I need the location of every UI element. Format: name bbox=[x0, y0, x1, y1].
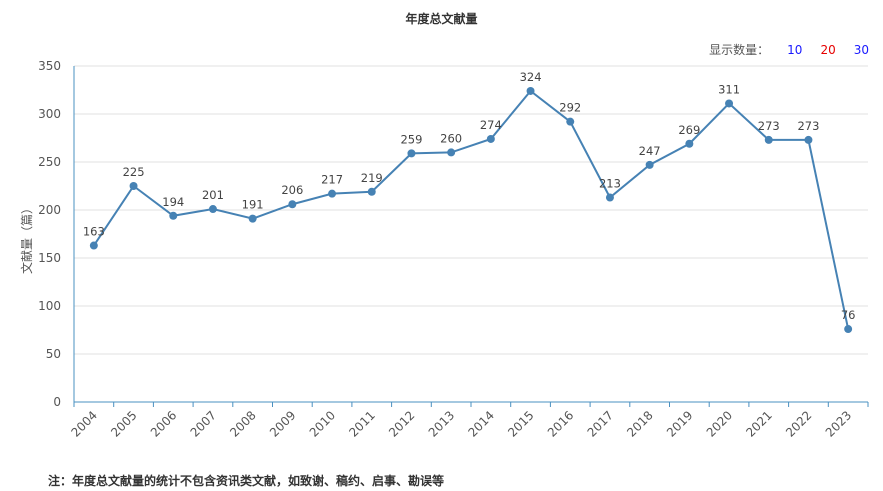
data-label: 260 bbox=[440, 131, 462, 145]
x-tick-label: 2011 bbox=[346, 408, 377, 439]
count-option-20[interactable]: 20 bbox=[820, 42, 836, 57]
data-point bbox=[89, 241, 98, 250]
count-selector: 显示数量： 10 20 30 bbox=[709, 41, 869, 58]
data-label: 324 bbox=[520, 70, 542, 84]
data-point bbox=[844, 325, 853, 334]
data-point bbox=[328, 189, 337, 198]
data-point bbox=[764, 135, 773, 144]
x-tick-label: 2017 bbox=[585, 408, 616, 439]
data-labels: 163 225 194 201 191 206 217 219 259 260 274 324 292 2… bbox=[83, 70, 856, 322]
x-tick-label: 2007 bbox=[188, 408, 219, 439]
axes bbox=[73, 66, 869, 407]
data-point bbox=[248, 214, 257, 223]
data-label: 191 bbox=[242, 198, 264, 212]
data-label: 194 bbox=[162, 195, 184, 209]
y-tick-label: 150 bbox=[38, 251, 61, 265]
chart-title: 年度总文献量 bbox=[405, 12, 478, 26]
data-label: 247 bbox=[639, 144, 661, 158]
x-tick-label: 2019 bbox=[664, 408, 695, 439]
data-point bbox=[407, 149, 416, 158]
data-point bbox=[725, 99, 734, 108]
data-label: 201 bbox=[202, 188, 224, 202]
x-tick-label: 2005 bbox=[108, 408, 139, 439]
x-tick-label: 2015 bbox=[505, 408, 536, 439]
x-tick-label: 2012 bbox=[386, 408, 417, 439]
x-tick-label: 2004 bbox=[68, 408, 99, 439]
x-axis-ticks: 2004 2005 2006 2007 2008 2009 2010 2011 2012 2013… bbox=[68, 408, 854, 439]
data-label: 273 bbox=[758, 119, 780, 133]
data-point bbox=[526, 86, 535, 95]
x-tick-label: 2023 bbox=[823, 408, 854, 439]
x-tick-label: 2013 bbox=[426, 408, 457, 439]
y-tick-label: 350 bbox=[38, 59, 61, 73]
data-point bbox=[645, 160, 654, 169]
x-tick-label: 2022 bbox=[783, 408, 814, 439]
data-label: 269 bbox=[678, 123, 700, 137]
data-label: 259 bbox=[400, 132, 422, 146]
count-option-30[interactable]: 30 bbox=[853, 42, 869, 57]
data-label: 76 bbox=[841, 308, 856, 322]
data-point bbox=[605, 193, 614, 202]
data-point bbox=[169, 211, 178, 220]
x-tick-label: 2021 bbox=[743, 408, 774, 439]
data-point bbox=[129, 182, 138, 190]
data-point bbox=[288, 200, 297, 209]
data-point bbox=[685, 139, 694, 148]
x-tick-label: 2009 bbox=[267, 408, 298, 439]
y-tick-label: 300 bbox=[38, 107, 61, 121]
data-label: 225 bbox=[123, 165, 145, 179]
x-tick-label: 2014 bbox=[465, 408, 496, 439]
x-tick-label: 2010 bbox=[307, 408, 338, 439]
series-line bbox=[89, 86, 853, 334]
y-tick-label: 250 bbox=[38, 155, 61, 169]
data-label: 163 bbox=[83, 225, 105, 239]
data-point bbox=[447, 148, 456, 157]
data-label: 311 bbox=[718, 82, 740, 96]
count-option-10[interactable]: 10 bbox=[787, 42, 803, 57]
data-point bbox=[804, 135, 813, 144]
data-label: 219 bbox=[361, 171, 383, 185]
y-tick-label: 100 bbox=[38, 299, 61, 313]
series-path bbox=[93, 89, 850, 330]
data-label: 206 bbox=[281, 183, 303, 197]
data-label: 274 bbox=[480, 118, 502, 132]
data-point bbox=[208, 205, 217, 214]
grid-lines bbox=[74, 65, 868, 355]
y-tick-label: 200 bbox=[38, 203, 61, 217]
data-point bbox=[486, 134, 495, 143]
data-label: 292 bbox=[559, 101, 581, 115]
x-tick-label: 2018 bbox=[624, 408, 655, 439]
data-label: 213 bbox=[599, 177, 621, 191]
data-point bbox=[566, 117, 575, 126]
y-axis-label: 文献量（篇） bbox=[19, 202, 34, 274]
x-tick-label: 2020 bbox=[704, 408, 735, 439]
data-label: 273 bbox=[797, 119, 819, 133]
x-tick-label: 2008 bbox=[227, 408, 258, 439]
y-tick-label: 0 bbox=[53, 395, 61, 409]
y-tick-label: 50 bbox=[46, 347, 61, 361]
footnote: 注：年度总文献量的统计不包含资讯类文献，如致谢、稿约、启事、勘误等 bbox=[48, 474, 445, 488]
data-label: 217 bbox=[321, 173, 343, 187]
x-tick-label: 2016 bbox=[545, 408, 576, 439]
x-tick-label: 2006 bbox=[148, 408, 179, 439]
y-axis-ticks: 0 50 100 150 200 250 300 350 bbox=[38, 59, 61, 409]
count-selector-label: 显示数量： bbox=[709, 43, 770, 57]
data-point bbox=[367, 187, 376, 196]
